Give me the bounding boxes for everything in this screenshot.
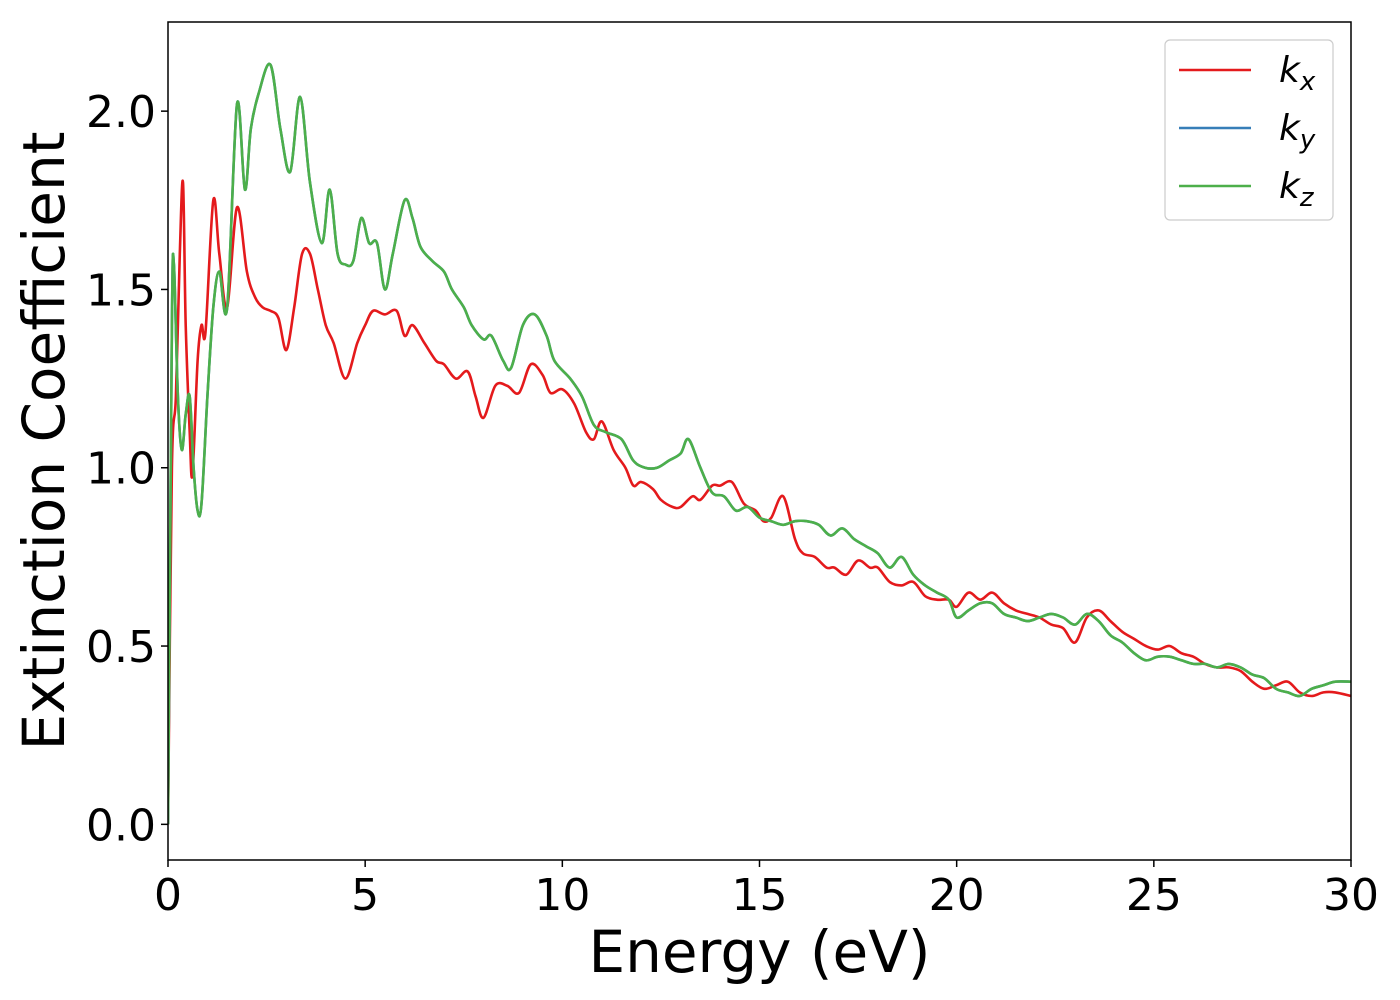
series-line-x: [168, 179, 1351, 825]
y-tick-label: 0.0: [86, 800, 156, 851]
legend-item-x: kx: [1179, 50, 1316, 97]
x-tick-label: 10: [534, 870, 590, 921]
x-tick-label: 20: [929, 870, 985, 921]
legend-box: [1164, 39, 1334, 221]
series-layer: [168, 62, 1351, 825]
x-tick-label: 30: [1323, 870, 1379, 921]
legend-item-y: ky: [1179, 108, 1316, 155]
x-tick-label: 5: [351, 870, 379, 921]
series-line-z: [168, 62, 1351, 825]
x-tick-label: 15: [732, 870, 788, 921]
legend: kx ky kz: [1164, 39, 1334, 221]
legend-item-z: kz: [1179, 166, 1315, 213]
x-tick-label: 25: [1126, 870, 1182, 921]
y-tick-label: 0.5: [86, 622, 156, 673]
y-tick-label: 2.0: [86, 87, 156, 138]
y-axis: 0.0 0.5 1.0 1.5 2.0: [86, 87, 168, 851]
legend-label: kx: [1279, 50, 1316, 97]
x-axis-title: Energy (eV): [588, 918, 930, 986]
x-axis: 0 5 10 15 20 25 30: [154, 860, 1379, 921]
y-tick-label: 1.5: [86, 265, 156, 316]
y-tick-label: 1.0: [86, 444, 156, 495]
y-axis-title: Extinction Coefficient: [10, 132, 78, 751]
x-tick-label: 0: [154, 870, 182, 921]
legend-label: ky: [1279, 108, 1316, 155]
legend-label: kz: [1279, 166, 1315, 213]
